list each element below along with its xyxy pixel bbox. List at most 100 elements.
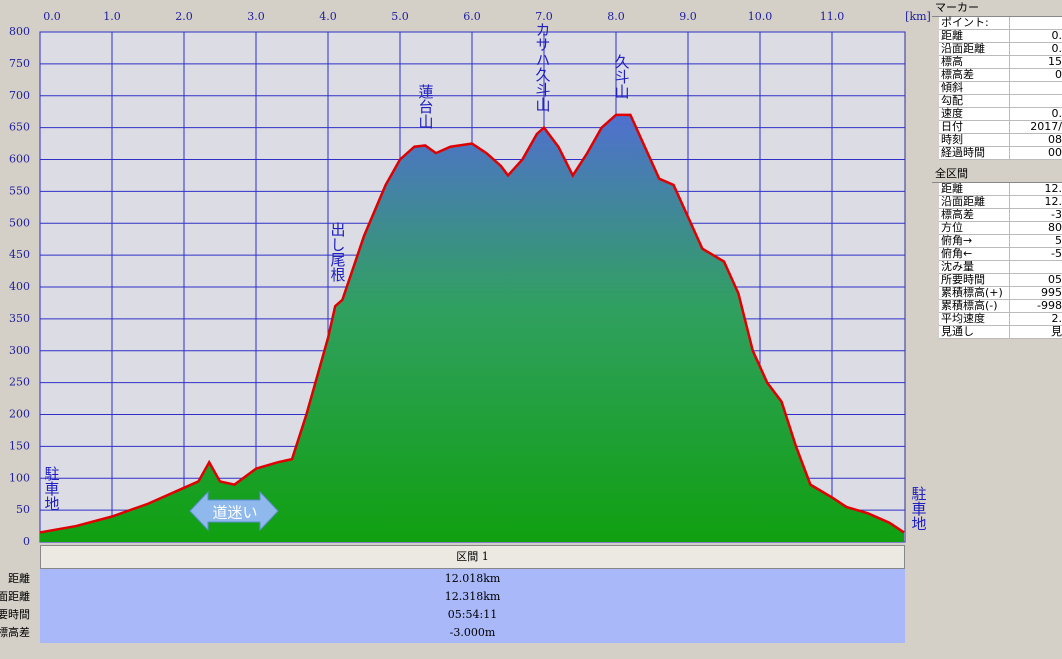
field-label: 速度 — [939, 108, 1010, 120]
y-tick-label: 200 — [9, 408, 30, 421]
panel-row: 方位 80 — [939, 222, 1062, 235]
annotation: 駐車地 — [910, 486, 928, 531]
panel-row: 速度 0. — [939, 108, 1062, 121]
panel-header: 全区間 — [932, 166, 1062, 183]
annotation: 道迷い — [212, 504, 257, 522]
field-label: 沿面距離 — [939, 196, 1010, 208]
field-value: 2017/ — [1030, 121, 1062, 133]
table-header: 区間 1 — [40, 545, 905, 569]
panel-row: 勾配 — [939, 95, 1062, 108]
y-tick-label: 700 — [9, 89, 30, 102]
panel-row: 傾斜 — [939, 82, 1062, 95]
panel-row: 累積標高(+) 995 — [939, 287, 1062, 300]
field-value: 80 — [1048, 222, 1062, 234]
field-label: 時刻 — [939, 134, 1010, 146]
field-label: 標高 — [939, 56, 1010, 68]
field-value: 0 — [1055, 69, 1062, 81]
section-table: 区間 1 距離 12.018km 沿面距離 12.318km 所要時間 05:54:11 標高… — [0, 545, 905, 643]
arrow-shape — [189, 490, 279, 532]
y-tick-label: 50 — [16, 503, 30, 516]
y-tick-label: 0 — [23, 535, 30, 548]
spacer — [932, 339, 1062, 345]
field-label: 経過時間 — [939, 147, 1010, 159]
panel-row: 沿面距離 12. — [939, 196, 1062, 209]
row-label: 所要時間 — [0, 608, 30, 621]
field-value: 0. — [1051, 30, 1062, 42]
panel-row: 距離 0. — [939, 30, 1062, 43]
field-value: 0. — [1051, 108, 1062, 120]
y-tick-label: 750 — [9, 57, 30, 70]
y-tick-label: 100 — [9, 471, 30, 484]
row-value: 12.018km — [444, 572, 501, 585]
row-value: -3.000m — [449, 626, 496, 639]
x-tick-label: 4.0 — [319, 10, 337, 23]
field-value: 0. — [1051, 43, 1062, 55]
field-label: 距離 — [939, 183, 1010, 195]
field-label: 沈み量 — [939, 261, 1010, 273]
field-value: -5 — [1051, 248, 1062, 260]
x-tick-label: 10.0 — [748, 10, 773, 23]
x-tick-label: 3.0 — [247, 10, 265, 23]
field-label: 所要時間 — [939, 274, 1010, 286]
field-value: 05 — [1048, 274, 1062, 286]
row-label: 標高差 — [0, 626, 30, 639]
field-label: 距離 — [939, 30, 1010, 42]
field-value: 15 — [1048, 56, 1062, 68]
table-body — [40, 569, 905, 643]
annotation: 出し尾根 — [329, 222, 347, 282]
field-value: -998 — [1037, 300, 1062, 312]
field-value: 5 — [1055, 235, 1062, 247]
annotation: カサハ久斗山 — [534, 22, 552, 112]
x-tick-label: 0.0 — [43, 10, 61, 23]
panel-row: 日付 2017/ — [939, 121, 1062, 134]
x-tick-label: 9.0 — [679, 10, 697, 23]
field-label: 見通し — [939, 326, 1010, 338]
field-label: 累積標高(+) — [939, 287, 1010, 299]
annotation: 久斗山 — [613, 54, 631, 99]
field-value: 12. — [1044, 183, 1062, 195]
y-tick-label: 800 — [9, 25, 30, 38]
field-label: ポイント: — [939, 17, 1010, 29]
field-value — [1010, 82, 1062, 94]
y-tick-label: 150 — [9, 439, 30, 452]
annotation: 蓮台山 — [417, 84, 435, 129]
panel-row: 沈み量 — [939, 261, 1062, 274]
y-tick-label: 600 — [9, 153, 30, 166]
field-value — [1010, 95, 1062, 107]
y-tick-label: 500 — [9, 216, 30, 229]
y-tick-label: 250 — [9, 376, 30, 389]
x-tick-label: 7.0 — [535, 10, 553, 23]
chart: [km] 0 50 100 150 200 250 300 350 400 450 500 550 60… — [9, 10, 930, 548]
field-value: 2. — [1051, 313, 1062, 325]
field-value: -3 — [1051, 209, 1062, 221]
panel-row: 距離 12. — [939, 183, 1062, 196]
y-tick-label: 300 — [9, 344, 30, 357]
y-tick-label: 650 — [9, 121, 30, 134]
field-label: 累積標高(-) — [939, 300, 1010, 312]
field-value: 995 — [1041, 287, 1062, 299]
field-label: 傾斜 — [939, 82, 1010, 94]
annotation: 駐車地 — [43, 466, 61, 511]
panel-row: 標高 15 — [939, 56, 1062, 69]
field-value: 12. — [1044, 196, 1062, 208]
panel-row: 平均速度 2. — [939, 313, 1062, 326]
x-unit: [km] — [905, 10, 930, 23]
y-tick-label: 400 — [9, 280, 30, 293]
field-value: 00 — [1048, 147, 1062, 159]
panel-row: 標高差 -3 — [939, 209, 1062, 222]
field-label: 平均速度 — [939, 313, 1010, 325]
panel-row: 見通し 見 — [939, 326, 1062, 339]
field-label: 沿面距離 — [939, 43, 1010, 55]
field-label: 俯角← — [939, 248, 1010, 260]
x-tick-label: 6.0 — [463, 10, 481, 23]
row-value: 05:54:11 — [447, 608, 498, 621]
row-label: 距離 — [8, 572, 30, 585]
panel-row: 俯角← -5 — [939, 248, 1062, 261]
panel-row: 累積標高(-) -998 — [939, 300, 1062, 313]
field-label: 標高差 — [939, 209, 1010, 221]
x-tick-label: 8.0 — [607, 10, 625, 23]
row-value: 12.318km — [444, 590, 501, 603]
field-value — [1010, 17, 1062, 29]
x-tick-label: 11.0 — [820, 10, 845, 23]
